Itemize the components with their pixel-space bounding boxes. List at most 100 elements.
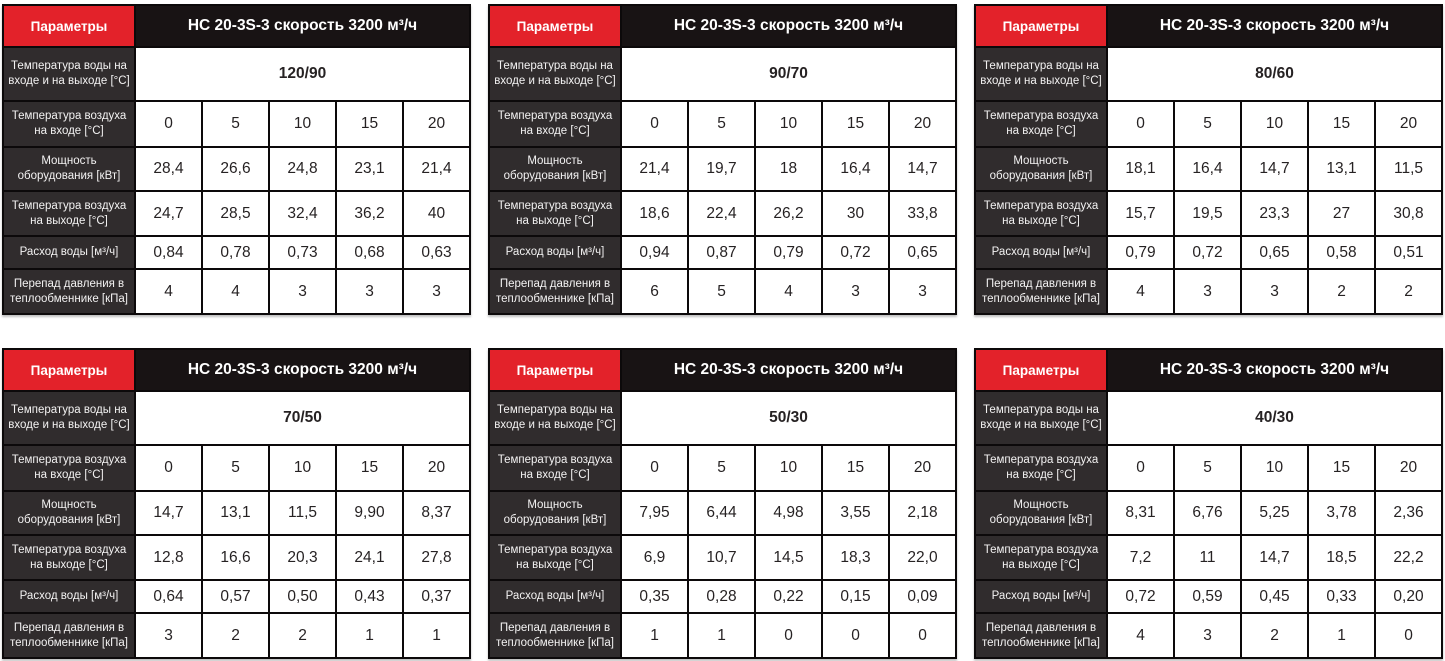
air-out-value-cell: 24,7	[136, 192, 201, 235]
air-out-value-cell: 27,8	[404, 536, 469, 579]
water-flow-value-cell: 0,72	[1175, 237, 1240, 268]
water-temp-value: 40/30	[1255, 409, 1294, 426]
air-out-row-label: Температура воздуха на выходе [°С]	[976, 536, 1106, 579]
water-flow-value-cell: 0,94	[622, 237, 687, 268]
power-value: 18	[779, 160, 798, 177]
air-in-value: 5	[1203, 115, 1212, 132]
power-value-cell: 19,7	[689, 148, 754, 190]
pressure-drop-label-text: Перепад давления в теплообменнике [кПа]	[982, 621, 1100, 649]
water-temp-label-text: Температура воды на входе и на выходе [°…	[980, 60, 1102, 87]
water-flow-value: 0,79	[773, 243, 804, 261]
air-out-value: 14,7	[1259, 548, 1290, 566]
pressure-drop-label-text: Перепад давления в теплообменнике [кПа]	[496, 277, 614, 305]
pressure-drop-value-cell: 4	[1108, 270, 1173, 313]
air-out-value: 36,2	[354, 204, 385, 222]
air-out-value-cell: 30	[823, 192, 888, 235]
air-in-value-cell: 20	[404, 102, 469, 146]
pressure-drop-value-cell: 1	[689, 614, 754, 657]
water-flow-label-text: Расход воды [м³/ч]	[19, 590, 119, 603]
air-in-value: 5	[717, 459, 726, 476]
water-flow-value-cell: 0,50	[270, 581, 335, 612]
pressure-drop-value-cell: 2	[1242, 614, 1307, 657]
air-out-label-text: Температура воздуха на выходе [°С]	[983, 543, 1099, 571]
air-out-label-text: Температура воздуха на выходе [°С]	[983, 199, 1099, 227]
pressure-drop-value: 0	[851, 626, 860, 644]
air-in-value: 20	[913, 459, 932, 476]
water-flow-label-text: Расход воды [м³/ч]	[505, 246, 605, 259]
water-flow-value-cell: 0,58	[1309, 237, 1374, 268]
pressure-drop-value-cell: 3	[270, 270, 335, 313]
water-temp-label-text: Температура воды на входе и на выходе [°…	[980, 404, 1102, 431]
pressure-drop-value: 2	[1337, 282, 1346, 300]
water-flow-value-cell: 0,35	[622, 581, 687, 612]
pressure-drop-value: 4	[164, 282, 173, 300]
water-flow-value-cell: 0,73	[270, 237, 335, 268]
water-flow-value: 0,94	[639, 243, 670, 261]
air-out-value: 18,5	[1326, 548, 1357, 566]
air-out-value: 18,6	[639, 204, 670, 222]
parameters-header-cell: Параметры	[976, 6, 1106, 46]
pressure-drop-value: 4	[1136, 626, 1145, 644]
air-out-row-label: Температура воздуха на выходе [°С]	[976, 192, 1106, 235]
water-flow-value-cell: 0,65	[890, 237, 955, 268]
water-flow-value: 0,51	[1393, 243, 1424, 261]
water-flow-value: 0,65	[907, 243, 938, 261]
air-out-value-cell: 15,7	[1108, 192, 1173, 235]
water-flow-value-cell: 0,15	[823, 581, 888, 612]
air-out-value: 26,2	[773, 204, 804, 222]
air-out-row-label: Температура воздуха на выходе [°С]	[490, 192, 620, 235]
pressure-drop-value: 3	[1203, 626, 1212, 644]
model-header-cell: НС 20-3S-3 скорость 3200 м³/ч	[136, 6, 469, 46]
air-out-label-text: Температура воздуха на выходе [°С]	[11, 199, 127, 227]
pressure-drop-value: 5	[717, 282, 726, 300]
water-flow-value-cell: 0,59	[1175, 581, 1240, 612]
parameters-header-cell: Параметры	[490, 6, 620, 46]
water-temp-value: 80/60	[1255, 65, 1294, 82]
air-in-row-label: Температура воздуха на входе [°С]	[490, 102, 620, 146]
water-temp-row-label: Температура воды на входе и на выходе [°…	[4, 392, 134, 444]
pressure-drop-value: 3	[1203, 282, 1212, 300]
pressure-drop-label-text: Перепад давления в теплообменнике [кПа]	[982, 277, 1100, 305]
air-in-row-label: Температура воздуха на входе [°С]	[976, 446, 1106, 490]
water-flow-value: 0,58	[1326, 243, 1357, 261]
air-out-value-cell: 24,1	[337, 536, 402, 579]
pressure-drop-value-cell: 3	[1175, 614, 1240, 657]
parameters-header-label: Параметры	[1002, 362, 1080, 378]
pressure-drop-label-text: Перепад давления в теплообменнике [кПа]	[496, 621, 614, 649]
pressure-drop-value-cell: 3	[337, 270, 402, 313]
air-in-value: 20	[1399, 459, 1418, 476]
pressure-drop-value-cell: 3	[136, 614, 201, 657]
water-flow-value-cell: 0,78	[203, 237, 268, 268]
air-in-value-cell: 10	[756, 102, 821, 146]
power-value-cell: 18,1	[1108, 148, 1173, 190]
pressure-drop-value: 0	[784, 626, 793, 644]
power-value-cell: 4,98	[756, 492, 821, 534]
air-in-value: 15	[360, 459, 379, 476]
pressure-drop-value: 4	[231, 282, 240, 300]
pressure-drop-value-cell: 3	[404, 270, 469, 313]
water-flow-value-cell: 0,65	[1242, 237, 1307, 268]
air-out-value: 30,8	[1393, 204, 1424, 222]
water-temp-row-label: Температура воды на входе и на выходе [°…	[976, 392, 1106, 444]
pressure-drop-value: 2	[231, 626, 240, 644]
pressure-drop-value: 2	[1270, 626, 1279, 644]
air-out-value-cell: 18,5	[1309, 536, 1374, 579]
air-in-value: 0	[164, 115, 173, 132]
water-flow-label-text: Расход воды [м³/ч]	[505, 590, 605, 603]
air-in-value-cell: 5	[689, 446, 754, 490]
air-in-value-cell: 20	[890, 102, 955, 146]
water-temp-row-label: Температура воды на входе и на выходе [°…	[490, 48, 620, 100]
power-value-cell: 13,1	[203, 492, 268, 534]
power-value-cell: 14,7	[1242, 148, 1307, 190]
air-in-value-cell: 5	[203, 102, 268, 146]
parameter-table: Параметры НС 20-3S-3 скорость 3200 м³/ч …	[488, 348, 957, 659]
water-flow-value: 0,84	[153, 243, 184, 261]
power-value: 18,1	[1125, 160, 1156, 177]
air-in-value-cell: 5	[203, 446, 268, 490]
air-in-value: 15	[846, 459, 865, 476]
power-value: 28,4	[153, 160, 184, 177]
air-out-value-cell: 26,2	[756, 192, 821, 235]
pressure-drop-value-cell: 1	[1309, 614, 1374, 657]
pressure-drop-value: 3	[1270, 282, 1279, 300]
